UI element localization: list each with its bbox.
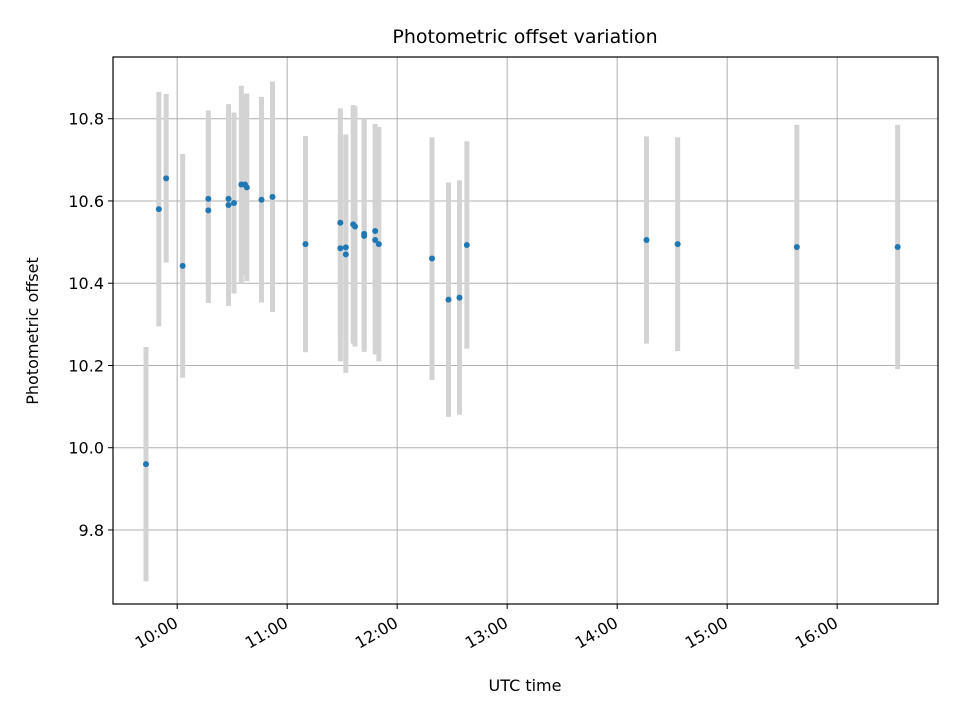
data-point	[179, 262, 186, 269]
data-point	[643, 237, 650, 244]
data-point	[674, 241, 681, 248]
data-point	[793, 244, 800, 251]
data-point	[258, 196, 265, 203]
data-point	[225, 202, 232, 209]
data-point	[894, 244, 901, 251]
data-point	[225, 195, 232, 202]
data-point	[337, 245, 344, 252]
data-point	[463, 241, 470, 248]
data-point	[243, 184, 250, 191]
data-point	[456, 294, 463, 301]
grid	[113, 57, 938, 604]
y-axis-label: Photometric offset	[23, 257, 42, 405]
data-point	[205, 207, 212, 214]
data-point	[372, 237, 379, 244]
data-point	[231, 200, 237, 207]
data-point	[342, 251, 349, 258]
y-tick-label: 10.6	[68, 192, 104, 211]
y-tick-label: 10.8	[68, 110, 104, 129]
data-point	[337, 219, 344, 226]
data-point	[352, 223, 358, 230]
data-point	[143, 461, 149, 468]
plot-area-frame	[112, 56, 939, 605]
data-point	[375, 241, 382, 248]
data-point	[269, 193, 276, 200]
data-point	[302, 241, 309, 248]
data-point	[155, 206, 162, 213]
data-point	[429, 255, 435, 262]
y-tick-label: 10.4	[68, 274, 104, 293]
data-point	[372, 227, 379, 234]
y-tick-label: 10.0	[68, 439, 104, 458]
chart-title: Photometric offset variation	[392, 26, 657, 48]
x-axis-label: UTC time	[489, 676, 562, 695]
data-point	[361, 230, 368, 237]
y-tick-label: 10.2	[68, 356, 104, 375]
data-point	[205, 195, 212, 202]
data-point	[163, 175, 170, 182]
data-point	[342, 244, 349, 251]
y-tick-label: 9.8	[79, 521, 104, 540]
y-axis: 9.8 10.0 10.2 10.4 10.6 10.8	[68, 110, 113, 540]
data-points	[143, 175, 901, 468]
data-point	[445, 296, 452, 303]
